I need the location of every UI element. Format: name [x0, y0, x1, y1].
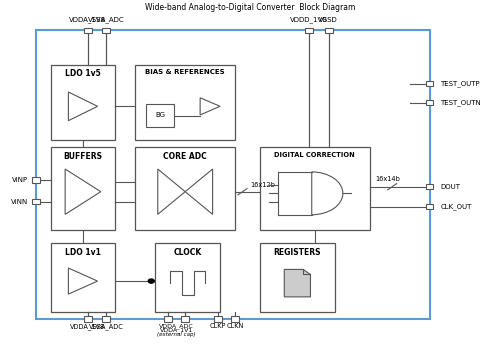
Text: VINN: VINN: [11, 198, 28, 205]
Text: VSSD: VSSD: [320, 17, 338, 23]
Text: CLKN: CLKN: [226, 323, 244, 329]
Bar: [84, 28, 92, 33]
Text: LDO 1v1: LDO 1v1: [65, 248, 101, 257]
Text: BUFFERS: BUFFERS: [64, 152, 102, 161]
Bar: [305, 28, 313, 33]
Text: CLOCK: CLOCK: [174, 248, 202, 257]
Bar: [181, 316, 189, 322]
Text: VDDD_1V0: VDDD_1V0: [290, 16, 328, 23]
Bar: [231, 316, 239, 322]
Bar: [50, 243, 116, 312]
Circle shape: [148, 279, 154, 283]
Text: TEST_OUTP: TEST_OUTP: [440, 80, 480, 87]
Text: DOUT: DOUT: [440, 184, 460, 190]
Text: REGISTERS: REGISTERS: [274, 248, 321, 257]
Text: VDDA_1V1: VDDA_1V1: [160, 328, 193, 333]
Text: CLK_OUT: CLK_OUT: [440, 203, 472, 210]
Bar: [102, 316, 110, 322]
Bar: [325, 28, 333, 33]
Bar: [32, 177, 40, 183]
Text: 16x14b: 16x14b: [376, 176, 400, 182]
Bar: [426, 81, 434, 86]
Text: 16x12b: 16x12b: [250, 181, 275, 188]
Text: VDDA_1V8: VDDA_1V8: [70, 323, 106, 330]
Bar: [146, 104, 174, 127]
Text: BG: BG: [155, 112, 165, 118]
Text: CORE ADC: CORE ADC: [164, 152, 207, 161]
Polygon shape: [284, 269, 310, 297]
Text: CLKP: CLKP: [210, 323, 226, 329]
Bar: [50, 65, 116, 140]
Bar: [426, 184, 434, 189]
Text: VSSA_ADC: VSSA_ADC: [88, 16, 124, 23]
Polygon shape: [68, 268, 98, 294]
Bar: [278, 172, 312, 215]
Text: Wide-band Analog-to-Digital Converter  Block Diagram: Wide-band Analog-to-Digital Converter Bl…: [145, 2, 355, 11]
Text: DIGITAL CORRECTION: DIGITAL CORRECTION: [274, 152, 355, 158]
Polygon shape: [65, 169, 101, 214]
Wedge shape: [312, 172, 343, 215]
Text: (external cap): (external cap): [157, 332, 196, 337]
Text: VDDA_1V8: VDDA_1V8: [70, 16, 106, 23]
Bar: [164, 316, 172, 322]
Polygon shape: [158, 169, 185, 214]
Text: BIAS & REFERENCES: BIAS & REFERENCES: [146, 69, 225, 75]
Bar: [32, 199, 40, 204]
Bar: [426, 100, 434, 105]
Text: VINP: VINP: [12, 177, 28, 183]
Text: VDDA_ADC: VDDA_ADC: [159, 323, 194, 329]
Bar: [214, 316, 222, 322]
Bar: [136, 65, 235, 140]
Text: VSSA_ADC: VSSA_ADC: [89, 323, 124, 330]
Bar: [102, 28, 110, 33]
Bar: [156, 243, 220, 312]
Polygon shape: [200, 98, 220, 115]
Text: LDO 1v5: LDO 1v5: [65, 69, 101, 78]
Text: TEST_OUTN: TEST_OUTN: [440, 99, 481, 106]
Polygon shape: [68, 92, 98, 121]
Bar: [136, 147, 235, 230]
Polygon shape: [185, 169, 212, 214]
Bar: [260, 243, 335, 312]
Bar: [260, 147, 370, 230]
Bar: [36, 31, 430, 319]
Bar: [426, 204, 434, 209]
Bar: [50, 147, 116, 230]
Bar: [84, 316, 92, 322]
